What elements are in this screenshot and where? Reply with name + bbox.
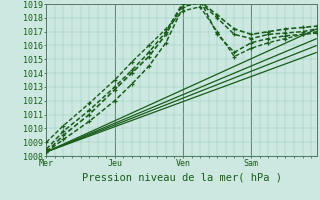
X-axis label: Pression niveau de la mer( hPa ): Pression niveau de la mer( hPa ) [82, 173, 282, 183]
